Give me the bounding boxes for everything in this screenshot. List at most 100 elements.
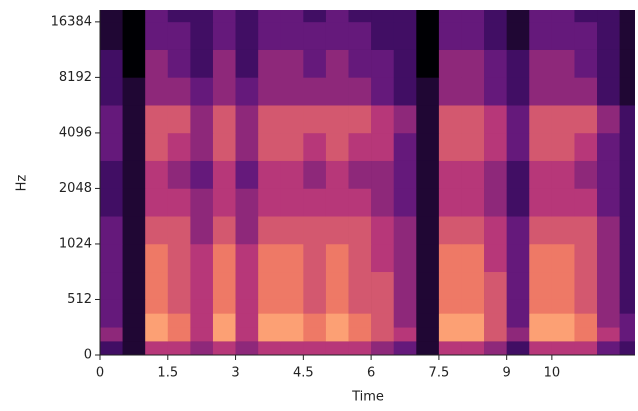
cell — [506, 243, 530, 273]
cell — [461, 21, 485, 50]
cell — [325, 341, 349, 355]
cell — [461, 341, 485, 355]
cell — [529, 132, 553, 161]
cell — [484, 49, 507, 78]
cell — [348, 327, 372, 342]
cell — [416, 10, 440, 23]
cell — [145, 10, 169, 23]
cell — [167, 216, 191, 245]
cell — [371, 132, 395, 161]
cell — [258, 105, 282, 134]
cell — [506, 77, 530, 106]
cell — [167, 132, 191, 161]
cell — [145, 243, 169, 273]
y-tick-label: 512 — [67, 292, 92, 307]
cell — [303, 188, 327, 217]
cell — [280, 21, 304, 50]
cell — [348, 21, 372, 50]
cell — [325, 21, 349, 50]
cell — [506, 188, 530, 217]
cell — [416, 341, 440, 355]
x-tick-label: 10 — [544, 366, 561, 381]
cell — [303, 299, 327, 314]
cell — [416, 77, 440, 106]
cell — [348, 299, 372, 314]
cell — [235, 188, 259, 217]
cell — [348, 49, 372, 78]
cell — [438, 105, 462, 134]
cell — [438, 299, 462, 314]
cell — [529, 341, 553, 355]
cell — [325, 105, 349, 134]
cell — [484, 216, 507, 245]
x-tick-label: 9 — [503, 366, 511, 381]
cell — [280, 188, 304, 217]
cell — [574, 160, 598, 189]
cell — [597, 77, 620, 106]
cell — [190, 299, 214, 314]
cell — [348, 271, 372, 300]
cell — [371, 299, 395, 314]
cell — [574, 243, 598, 273]
cell — [529, 313, 553, 328]
cell — [529, 271, 553, 300]
cell — [574, 327, 598, 342]
cell — [348, 132, 372, 161]
y-tick-label: 2048 — [59, 181, 92, 196]
cell — [325, 160, 349, 189]
cell — [619, 341, 635, 355]
cell — [619, 313, 635, 328]
cell — [551, 327, 575, 342]
cell — [235, 132, 259, 161]
cell — [303, 341, 327, 355]
cell — [280, 271, 304, 300]
cell — [619, 105, 635, 134]
cell — [122, 77, 146, 106]
cell — [619, 21, 635, 50]
cell — [506, 216, 530, 245]
cell — [280, 105, 304, 134]
cell — [461, 243, 485, 273]
cell — [235, 243, 259, 273]
cell — [506, 49, 530, 78]
cell — [235, 105, 259, 134]
cell — [393, 271, 417, 300]
cell — [438, 49, 462, 78]
cell — [506, 299, 530, 314]
cell — [235, 341, 259, 355]
cell — [167, 160, 191, 189]
cell — [438, 160, 462, 189]
cell — [167, 271, 191, 300]
cell — [122, 341, 146, 355]
cell — [551, 188, 575, 217]
cell — [280, 327, 304, 342]
cell — [100, 271, 123, 300]
cell — [167, 10, 191, 23]
cell — [122, 299, 146, 314]
cell — [167, 299, 191, 314]
cell — [574, 10, 598, 23]
cell — [619, 216, 635, 245]
cell — [167, 327, 191, 342]
cell — [280, 216, 304, 245]
cell — [619, 327, 635, 342]
cell — [551, 21, 575, 50]
cell — [597, 327, 620, 342]
cell — [348, 216, 372, 245]
cell — [506, 105, 530, 134]
cell — [235, 271, 259, 300]
cell — [235, 299, 259, 314]
cell — [348, 313, 372, 328]
cell — [235, 327, 259, 342]
cell — [258, 49, 282, 78]
cell — [438, 313, 462, 328]
cell — [145, 299, 169, 314]
cell — [574, 313, 598, 328]
cell — [325, 188, 349, 217]
cell — [529, 299, 553, 314]
x-tick-label: 3 — [231, 366, 239, 381]
cell — [371, 327, 395, 342]
cell — [529, 10, 553, 23]
cell — [506, 327, 530, 342]
